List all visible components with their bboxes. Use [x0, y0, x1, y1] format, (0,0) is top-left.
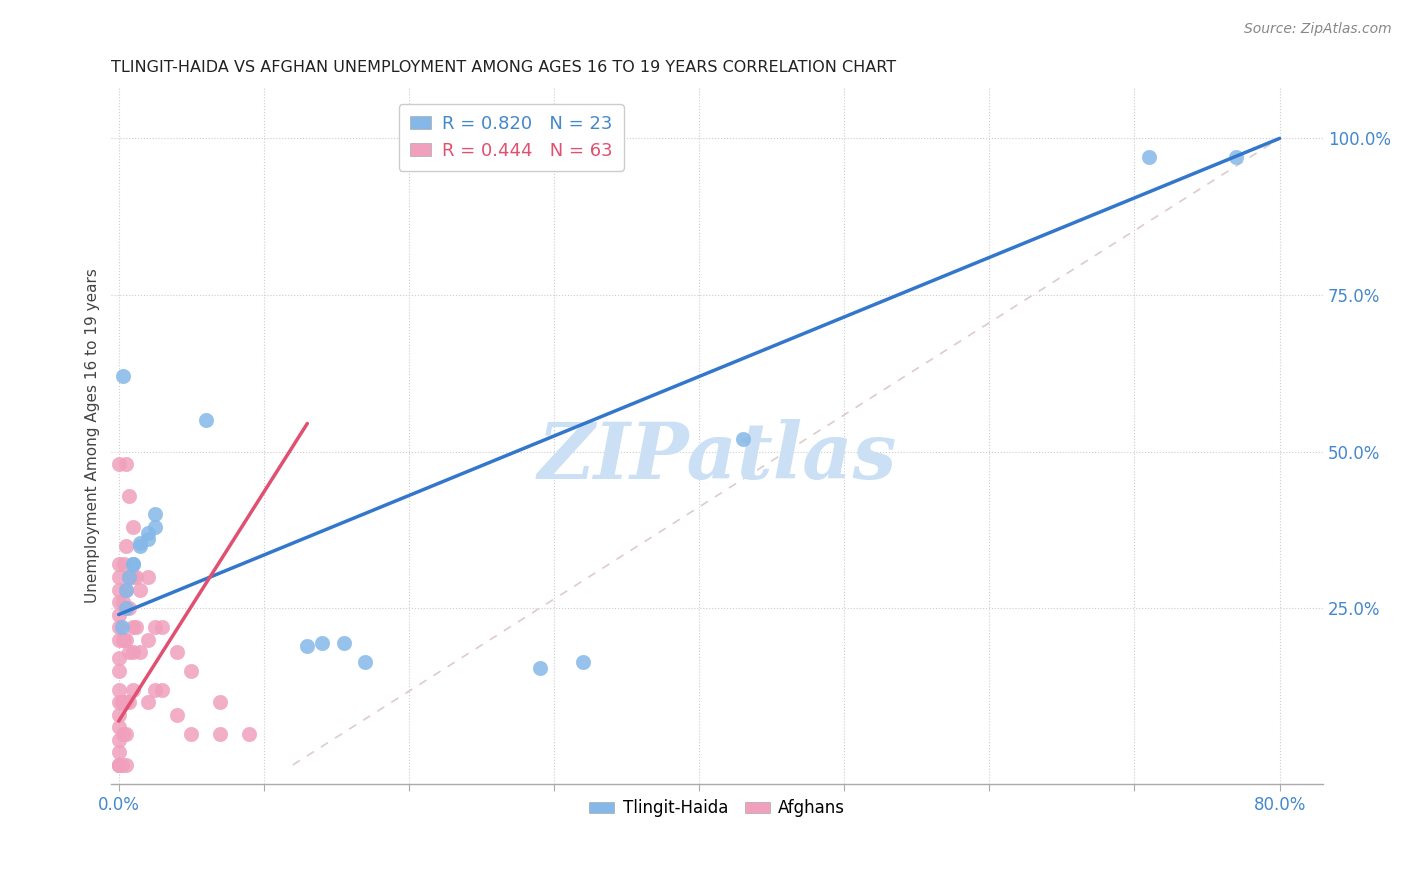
Point	[115, 601, 138, 615]
Point	[136, 526, 159, 541]
Point	[107, 632, 129, 647]
Point	[107, 595, 129, 609]
Point	[115, 582, 138, 597]
Point	[107, 758, 129, 772]
Point	[111, 369, 134, 384]
Point	[107, 607, 129, 622]
Point	[107, 664, 129, 678]
Point	[115, 632, 138, 647]
Point	[332, 636, 354, 650]
Point	[122, 645, 145, 659]
Point	[107, 707, 129, 722]
Point	[1225, 150, 1247, 164]
Point	[115, 758, 138, 772]
Point	[107, 582, 129, 597]
Point	[129, 539, 152, 553]
Point	[118, 570, 141, 584]
Point	[529, 661, 551, 675]
Point	[122, 682, 145, 697]
Point	[143, 682, 166, 697]
Point	[107, 682, 129, 697]
Point	[122, 520, 145, 534]
Point	[180, 664, 202, 678]
Point	[731, 432, 754, 446]
Point	[107, 758, 129, 772]
Point	[107, 732, 129, 747]
Point	[194, 413, 217, 427]
Point	[115, 539, 138, 553]
Point	[107, 695, 129, 709]
Point	[1137, 150, 1160, 164]
Point	[150, 682, 173, 697]
Point	[115, 457, 138, 471]
Point	[114, 558, 136, 572]
Point	[122, 558, 145, 572]
Point	[110, 620, 132, 634]
Point	[180, 726, 202, 740]
Point	[115, 582, 138, 597]
Text: Source: ZipAtlas.com: Source: ZipAtlas.com	[1244, 22, 1392, 37]
Point	[118, 645, 141, 659]
Point	[118, 570, 141, 584]
Point	[107, 457, 129, 471]
Point	[238, 726, 260, 740]
Point	[209, 695, 232, 709]
Point	[125, 570, 148, 584]
Point	[150, 620, 173, 634]
Point	[118, 695, 141, 709]
Point	[118, 601, 141, 615]
Point	[572, 655, 595, 669]
Point	[129, 582, 152, 597]
Point	[111, 695, 134, 709]
Y-axis label: Unemployment Among Ages 16 to 19 years: Unemployment Among Ages 16 to 19 years	[86, 268, 100, 604]
Point	[354, 655, 377, 669]
Point	[110, 758, 132, 772]
Point	[209, 726, 232, 740]
Point	[166, 645, 188, 659]
Point	[129, 645, 152, 659]
Point	[136, 533, 159, 547]
Point	[114, 632, 136, 647]
Point	[122, 558, 145, 572]
Point	[107, 651, 129, 665]
Point	[111, 726, 134, 740]
Point	[125, 620, 148, 634]
Point	[143, 520, 166, 534]
Point	[107, 758, 129, 772]
Point	[129, 535, 152, 549]
Point	[107, 720, 129, 734]
Point	[311, 636, 333, 650]
Point	[297, 639, 319, 653]
Point	[115, 726, 138, 740]
Legend: Tlingit-Haida, Afghans: Tlingit-Haida, Afghans	[582, 793, 852, 824]
Text: ZIPatlas: ZIPatlas	[537, 418, 897, 495]
Point	[110, 695, 132, 709]
Point	[111, 632, 134, 647]
Point	[136, 570, 159, 584]
Point	[166, 707, 188, 722]
Point	[143, 508, 166, 522]
Point	[122, 570, 145, 584]
Point	[136, 632, 159, 647]
Point	[122, 620, 145, 634]
Point	[118, 489, 141, 503]
Text: TLINGIT-HAIDA VS AFGHAN UNEMPLOYMENT AMONG AGES 16 TO 19 YEARS CORRELATION CHART: TLINGIT-HAIDA VS AFGHAN UNEMPLOYMENT AMO…	[111, 60, 897, 75]
Point	[115, 695, 138, 709]
Point	[107, 558, 129, 572]
Point	[107, 620, 129, 634]
Point	[107, 746, 129, 760]
Point	[111, 595, 134, 609]
Point	[143, 620, 166, 634]
Point	[107, 570, 129, 584]
Point	[107, 758, 129, 772]
Point	[136, 695, 159, 709]
